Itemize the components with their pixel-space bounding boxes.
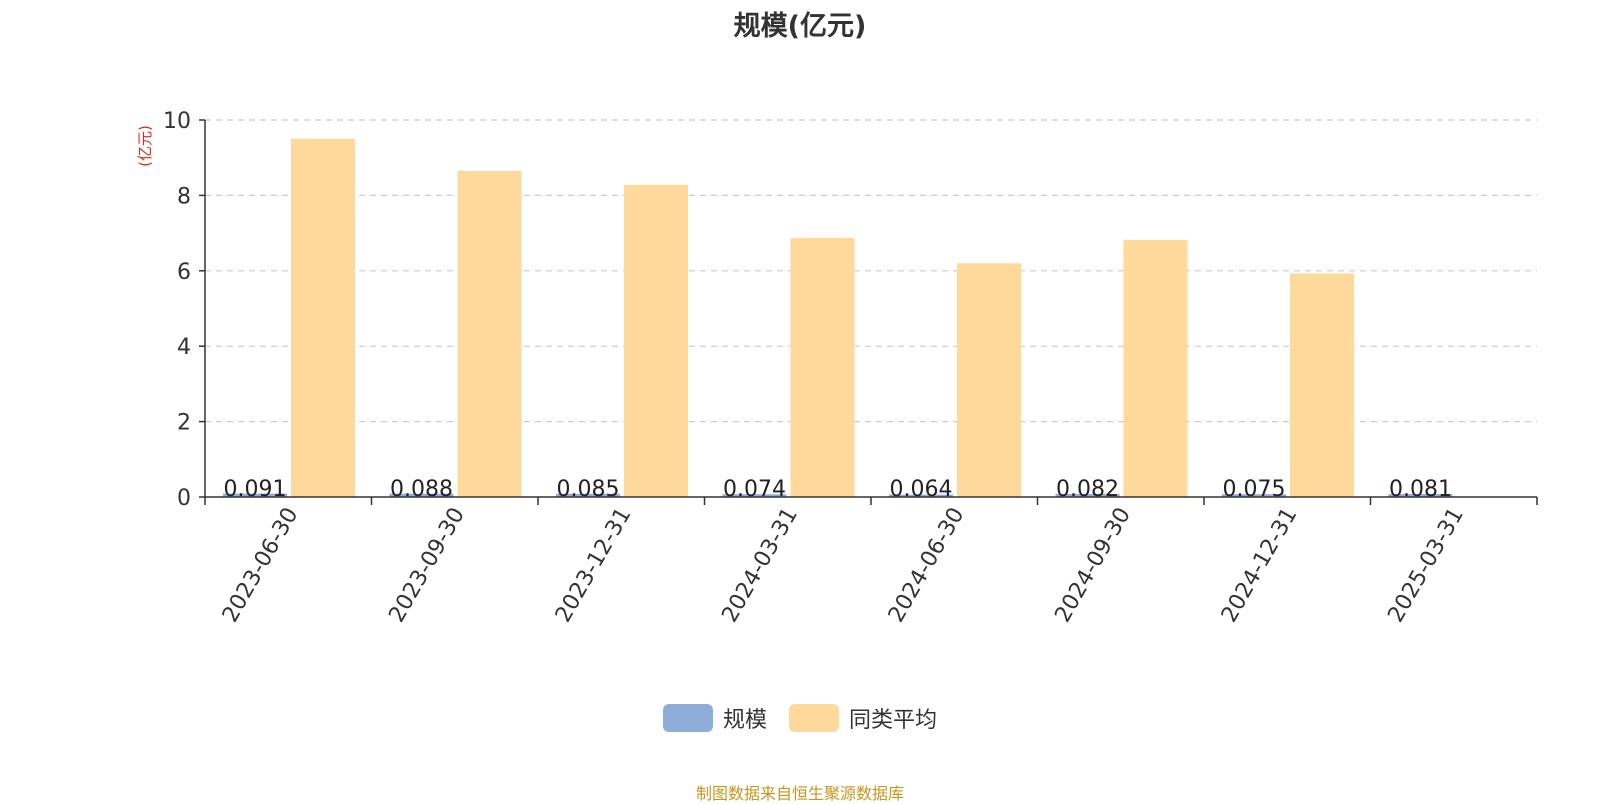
data-label-size: 0.075 <box>1223 477 1286 502</box>
bar-average <box>457 170 522 497</box>
bar-size <box>556 493 620 497</box>
y-tick-label: 10 <box>163 109 191 134</box>
bar-size <box>722 494 787 497</box>
data-label-size: 0.064 <box>890 477 953 502</box>
source-note: 制图数据来自恒生聚源数据库 <box>695 784 904 803</box>
bar-size <box>1388 493 1453 497</box>
bar-average <box>291 138 355 497</box>
y-tick-label: 4 <box>177 335 191 360</box>
x-tick-label: 2025-03-31 <box>1383 504 1469 627</box>
y-tick-label: 0 <box>177 486 191 511</box>
bar-average <box>957 263 1021 497</box>
x-tick-label: 2023-09-30 <box>384 504 470 627</box>
x-tick-label: 2024-09-30 <box>1050 504 1136 627</box>
legend-label-size: 规模 <box>722 708 767 733</box>
data-label-size: 0.085 <box>557 477 620 502</box>
legend-label-average: 同类平均 <box>849 708 938 733</box>
x-tick-label: 2023-06-30 <box>218 504 304 627</box>
bar-average <box>790 238 855 497</box>
x-tick-label: 2024-06-30 <box>884 504 970 627</box>
y-axis-label: (亿元) <box>136 125 154 167</box>
legend-item-size[interactable]: 规模 <box>662 702 767 734</box>
bar-size <box>223 493 287 497</box>
bar-average <box>1290 273 1354 497</box>
bar-average <box>1123 239 1188 498</box>
y-tick-label: 8 <box>177 184 191 209</box>
x-tick-label: 2024-03-31 <box>717 504 803 627</box>
legend: 规模 同类平均 <box>0 702 1600 734</box>
x-tick-label: 2024-12-31 <box>1217 504 1303 627</box>
y-tick-label: 2 <box>177 411 191 436</box>
y-tick-label: 6 <box>177 260 191 285</box>
chart-title: 规模(亿元) <box>733 11 867 42</box>
bar-size <box>889 494 953 497</box>
data-label-size: 0.082 <box>1056 477 1119 502</box>
data-label-size: 0.074 <box>723 477 786 502</box>
data-label-size: 0.088 <box>390 477 453 502</box>
bar-size <box>1222 494 1286 497</box>
legend-item-average[interactable]: 同类平均 <box>789 702 937 734</box>
data-label-size: 0.091 <box>224 477 287 502</box>
bar-average <box>624 184 688 497</box>
bar-size <box>1055 493 1120 497</box>
legend-swatch-average <box>789 704 839 732</box>
legend-swatch-size <box>662 704 713 732</box>
bar-size <box>389 493 454 497</box>
data-label-size: 0.081 <box>1389 477 1452 502</box>
x-tick-label: 2023-12-31 <box>551 504 637 627</box>
